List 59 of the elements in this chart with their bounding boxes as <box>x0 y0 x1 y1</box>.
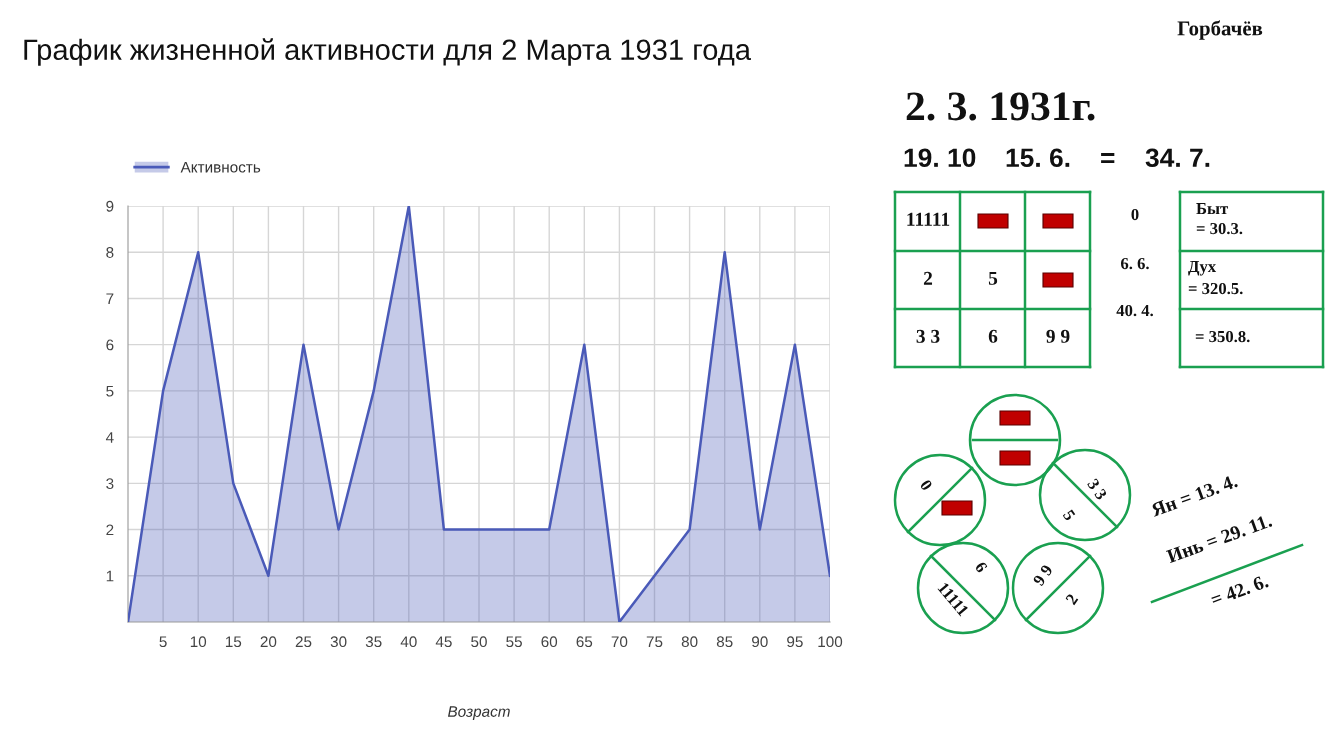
text: Дух <box>1188 261 1217 276</box>
text: 3 3 <box>916 329 940 343</box>
y-tick-label: 8 <box>106 247 114 258</box>
x-tick-label: 15 <box>225 636 242 648</box>
x-tick-label: 20 <box>260 636 277 648</box>
x-tick-label: 50 <box>471 636 487 648</box>
text: 5 <box>1062 509 1076 522</box>
text: 40. 4. <box>1116 304 1154 317</box>
text: Быт <box>1196 203 1229 215</box>
x-tick-label: 35 <box>365 636 382 648</box>
text: 34. 7. <box>1145 148 1210 168</box>
text: 3 3 <box>1086 477 1108 501</box>
x-tick-label: 55 <box>506 636 522 648</box>
text: 6 <box>988 329 998 343</box>
x-tick-label: 5 <box>159 636 167 648</box>
y-tick-label: 6 <box>106 339 114 351</box>
text: = 42. 6. <box>1210 574 1269 607</box>
text: 2 <box>1065 593 1079 606</box>
x-tick-label: 60 <box>541 636 558 648</box>
text: 6. 6. <box>1120 257 1149 270</box>
x-tick-label: 75 <box>646 636 663 648</box>
y-tick-label: 2 <box>106 524 114 536</box>
text: 9 9 <box>1046 329 1070 343</box>
x-tick-label: 45 <box>435 636 452 648</box>
text: Горбачёв <box>1177 20 1263 40</box>
x-tick-label: 70 <box>611 636 628 648</box>
y-tick-label: 7 <box>106 293 114 304</box>
x-tick-label: 80 <box>681 636 698 648</box>
text: 2. 3. 1931г. <box>906 92 1095 121</box>
text: = 320.5. <box>1188 282 1243 295</box>
text: 19. 10 <box>904 148 976 168</box>
x-tick-label: 90 <box>752 636 768 648</box>
x-axis-title: Возраст <box>447 706 510 720</box>
text: 2 <box>923 271 933 285</box>
x-tick-label: 65 <box>576 636 593 648</box>
text: = 350.8. <box>1195 330 1250 343</box>
text: 15. 6. <box>1006 148 1070 168</box>
y-tick-label: 1 <box>106 570 114 582</box>
text: = <box>1101 153 1115 164</box>
y-tick-label: 5 <box>106 385 114 397</box>
x-tick-label: 85 <box>716 636 733 648</box>
chart-title: График жизненной активности для 2 Марта 1931 года <box>24 38 751 66</box>
x-tick-label: 25 <box>295 636 312 648</box>
text: = 30.3. <box>1196 222 1243 235</box>
y-tick-label: 9 <box>106 200 114 212</box>
legend-label: Активность <box>180 161 261 173</box>
text: 5 <box>988 271 998 285</box>
x-tick-label: 10 <box>190 636 207 648</box>
text: 0 <box>919 479 933 492</box>
y-tick-label: 3 <box>106 478 114 490</box>
x-tick-label: 100 <box>818 636 843 648</box>
x-tick-label: 30 <box>330 636 347 648</box>
text: 9 9 <box>1032 563 1054 587</box>
y-tick-label: 4 <box>105 432 114 443</box>
text: 0 <box>1131 208 1139 221</box>
text: 11111 <box>907 212 950 226</box>
x-tick-label: 40 <box>400 636 417 648</box>
text: 6 <box>974 561 988 574</box>
x-tick-label: 95 <box>787 636 803 648</box>
